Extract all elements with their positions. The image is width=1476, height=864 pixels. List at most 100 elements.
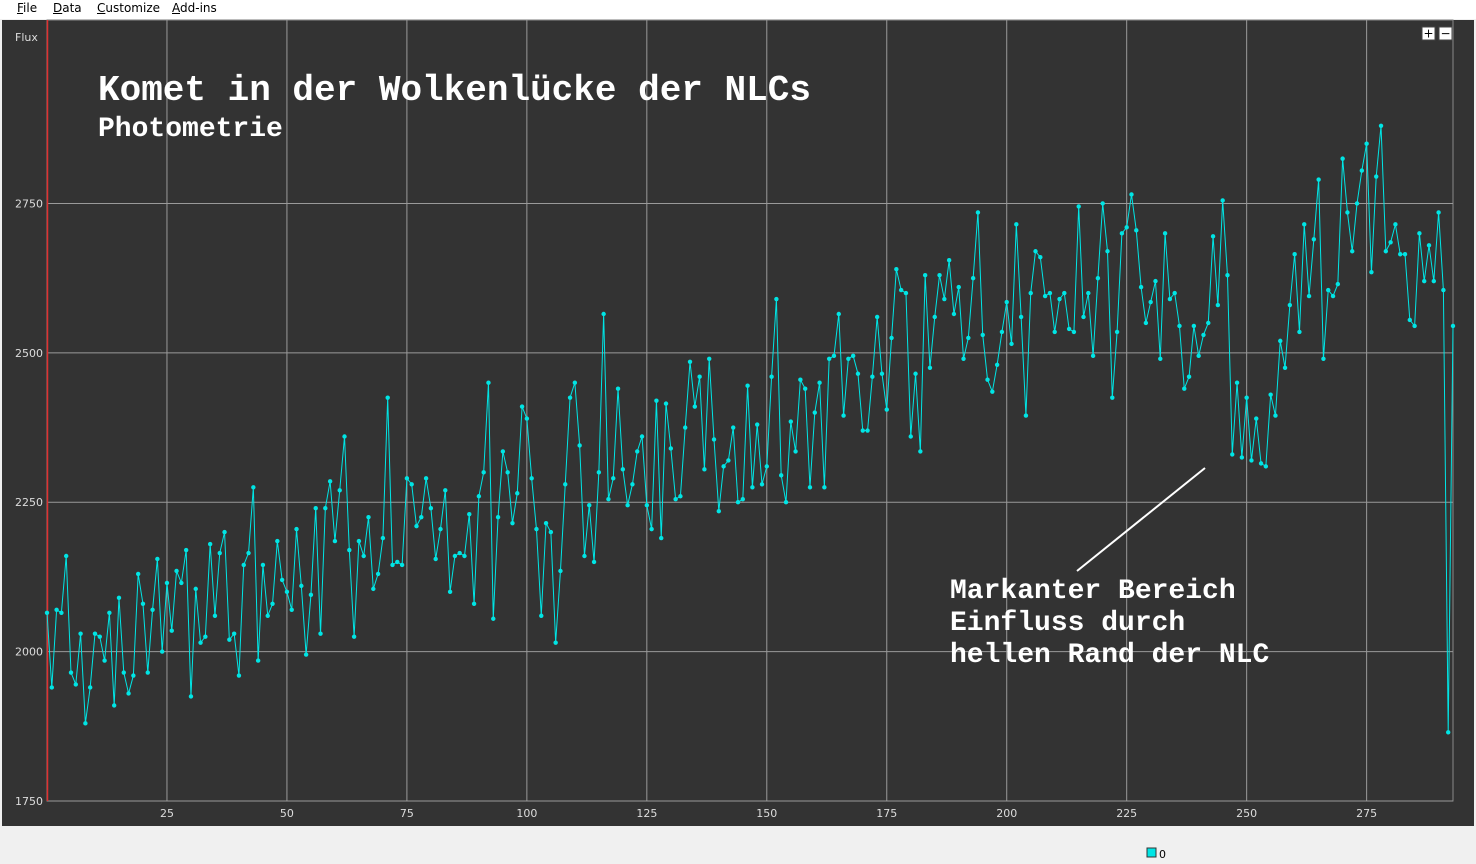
data-point [644, 503, 650, 508]
data-point [294, 526, 299, 532]
data-point [169, 628, 174, 633]
zoom-in-button[interactable] [1421, 26, 1436, 41]
x-tick-label: 175 [876, 807, 897, 820]
data-point [236, 673, 242, 678]
data-point [366, 514, 371, 520]
x-tick-label: 150 [756, 807, 777, 820]
menu-item[interactable]: File [17, 1, 38, 15]
data-point [121, 670, 126, 675]
data-point [390, 562, 395, 568]
data-point [1311, 237, 1317, 242]
data-point [347, 547, 352, 553]
data-point [1398, 252, 1403, 257]
data-point [683, 425, 688, 430]
x-tick-label: 125 [636, 807, 657, 820]
menu-item[interactable]: Data [53, 1, 82, 15]
data-point [1441, 287, 1446, 293]
data-point [150, 607, 155, 612]
data-point [1321, 356, 1326, 362]
data-point [255, 658, 261, 663]
data-point [1297, 329, 1302, 335]
data-point [994, 362, 1000, 367]
data-point [1220, 198, 1225, 203]
data-point [351, 634, 357, 639]
data-point [702, 467, 707, 472]
data-point [183, 547, 189, 553]
data-point [793, 449, 798, 454]
data-point [116, 595, 122, 601]
data-point [937, 272, 942, 278]
data-point [111, 703, 117, 708]
data-point [1258, 461, 1264, 466]
zoom-out-icon: − [1440, 27, 1450, 41]
data-point [102, 658, 107, 663]
data-point [241, 562, 246, 568]
data-point [467, 511, 472, 517]
data-point [534, 526, 539, 532]
data-point [491, 616, 496, 621]
data-point [1287, 302, 1293, 308]
data-point [342, 434, 347, 439]
data-point [970, 275, 976, 281]
x-tick-label: 100 [516, 807, 537, 820]
menu-item[interactable]: Add-ins [172, 1, 217, 15]
data-point [831, 353, 837, 359]
data-point [946, 258, 952, 263]
data-point [1282, 365, 1288, 370]
data-point [385, 395, 390, 400]
data-point [961, 356, 966, 362]
data-point [500, 449, 506, 454]
data-point [68, 670, 74, 675]
data-point [841, 413, 846, 418]
data-point [663, 401, 669, 406]
data-point [54, 607, 59, 612]
data-point [999, 329, 1005, 335]
data-point [879, 371, 885, 376]
zoom-out-button[interactable] [1438, 26, 1453, 41]
data-point [1210, 234, 1216, 239]
annotation: Markanter Bereich [950, 576, 1236, 607]
data-point [380, 535, 386, 541]
data-point [486, 380, 491, 385]
data-point [419, 514, 424, 520]
data-point [822, 485, 827, 490]
grid [47, 20, 1453, 802]
y-tick-label: 2000 [15, 646, 43, 659]
data-point [1383, 249, 1389, 254]
data-point [159, 649, 165, 654]
data-point [1158, 356, 1163, 362]
data-point [87, 685, 93, 690]
data-point [92, 631, 98, 636]
data-point [812, 410, 817, 415]
data-point [802, 386, 808, 391]
data-point [1033, 249, 1038, 254]
data-point [783, 500, 789, 505]
data-point [1119, 231, 1125, 236]
data-point [1134, 228, 1139, 233]
data-point [553, 640, 558, 645]
data-point [1100, 201, 1105, 206]
data-point [126, 691, 131, 696]
data-point [836, 311, 841, 317]
data-point [1167, 296, 1173, 302]
data-point [1402, 252, 1408, 257]
data-point [356, 538, 362, 544]
menu-item[interactable]: Customize [97, 1, 160, 15]
data-point [1273, 413, 1278, 418]
data-point [505, 470, 510, 475]
data-point [1340, 156, 1345, 161]
data-point [1023, 413, 1029, 418]
data-point [539, 613, 544, 618]
data-point [284, 589, 290, 595]
data-point [409, 482, 414, 487]
data-point [164, 580, 170, 586]
menu-bar: File Data Customize Add-ins [0, 0, 1476, 19]
data-point [1172, 290, 1177, 296]
data-point [591, 559, 597, 565]
data-point [759, 482, 765, 487]
data-point [1047, 290, 1053, 296]
data-point [1450, 323, 1456, 329]
data-point [1086, 290, 1091, 296]
data-point [371, 586, 376, 592]
data-point [1009, 341, 1014, 347]
